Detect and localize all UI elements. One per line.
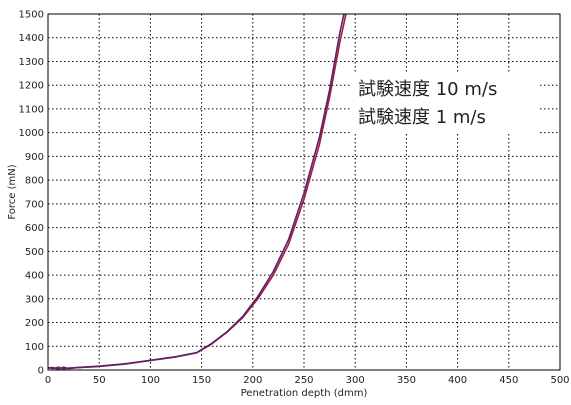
y-tick-label: 1100	[19, 104, 44, 115]
x-tick-label: 450	[499, 375, 518, 386]
y-axis-label: Force (mN)	[7, 164, 18, 219]
y-tick-label: 1400	[19, 33, 44, 44]
y-tick-label: 300	[25, 294, 44, 305]
y-tick-label: 200	[25, 318, 44, 329]
x-tick-labels: 0 50 100 150 200 250 300 350 400 450 500	[45, 375, 570, 386]
x-tick-label: 100	[141, 375, 160, 386]
x-tick-label: 200	[243, 375, 262, 386]
y-tick-label: 0	[38, 366, 44, 377]
y-tick-label: 100	[25, 342, 44, 353]
y-tick-label: 900	[25, 152, 44, 163]
grid	[48, 14, 560, 370]
x-tick-label: 300	[346, 375, 365, 386]
x-tick-label: 400	[448, 375, 467, 386]
y-tick-label: 1500	[19, 10, 44, 21]
y-tick-label: 1300	[19, 57, 44, 68]
x-tick-label: 500	[550, 375, 569, 386]
series-line-0	[48, 14, 347, 370]
plot-frame	[47, 13, 561, 371]
y-tick-label: 600	[25, 223, 44, 234]
y-tick-label: 1000	[19, 128, 44, 139]
series-line-1	[48, 14, 345, 370]
y-tick-label: 800	[25, 176, 44, 187]
y-tick-label: 400	[25, 271, 44, 282]
y-tick-labels: 0 100 200 300 400 500 600 700 800 900 1000 1100 1200…	[19, 10, 44, 377]
x-tick-label: 50	[93, 375, 106, 386]
y-tick-label: 1200	[19, 81, 44, 92]
legend: 試験速度 10 m/s 試験速度 1 m/s	[350, 74, 540, 134]
x-tick-label: 350	[397, 375, 416, 386]
series-layer	[48, 14, 347, 370]
x-axis-label: Penetration depth (dmm)	[241, 388, 368, 399]
y-tick-label: 700	[25, 199, 44, 210]
legend-entry-1ms: 試験速度 1 m/s	[358, 107, 486, 128]
x-tick-label: 150	[192, 375, 211, 386]
x-tick-label: 250	[294, 375, 313, 386]
x-tick-label: 0	[45, 375, 51, 386]
legend-entry-10ms: 試験速度 10 m/s	[358, 79, 498, 100]
y-tick-label: 500	[25, 247, 44, 258]
